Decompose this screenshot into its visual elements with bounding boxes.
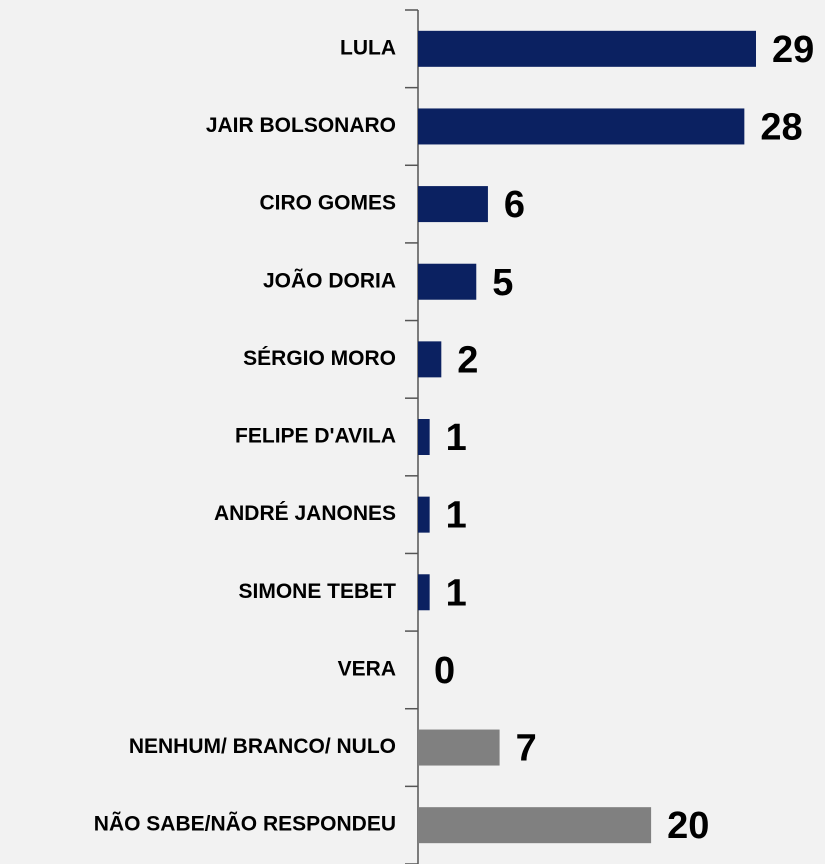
- value-label: 2: [457, 339, 478, 381]
- value-label: 7: [516, 728, 537, 770]
- category-label: CIRO GOMES: [259, 192, 396, 215]
- category-label: NENHUM/ BRANCO/ NULO: [129, 735, 396, 758]
- category-label: SIMONE TEBET: [238, 580, 396, 603]
- bar: [418, 729, 500, 766]
- bar: [418, 341, 442, 378]
- category-label: NÃO SABE/NÃO RESPONDEU: [94, 813, 396, 836]
- bar: [418, 263, 477, 300]
- category-label: FELIPE D'AVILA: [235, 425, 396, 448]
- bar: [418, 807, 652, 844]
- category-label: JOÃO DORIA: [263, 269, 396, 292]
- bar: [418, 574, 430, 611]
- value-label: 1: [446, 495, 467, 537]
- category-label: LULA: [340, 36, 396, 59]
- category-label: SÉRGIO MORO: [243, 347, 396, 370]
- value-label: 28: [760, 106, 802, 148]
- bar: [418, 186, 488, 223]
- category-label: VERA: [338, 657, 396, 680]
- value-label: 0: [434, 650, 455, 692]
- value-label: 5: [492, 262, 513, 304]
- bar: [418, 419, 430, 455]
- bar: [418, 30, 756, 67]
- value-label: 1: [446, 572, 467, 614]
- category-label: ANDRÉ JANONES: [214, 502, 396, 525]
- value-label: 1: [446, 417, 467, 459]
- value-label: 20: [667, 805, 709, 847]
- bar: [418, 108, 745, 145]
- bar: [418, 496, 430, 533]
- category-label: JAIR BOLSONARO: [206, 114, 396, 137]
- value-label: 6: [504, 184, 525, 226]
- value-label: 29: [772, 29, 814, 71]
